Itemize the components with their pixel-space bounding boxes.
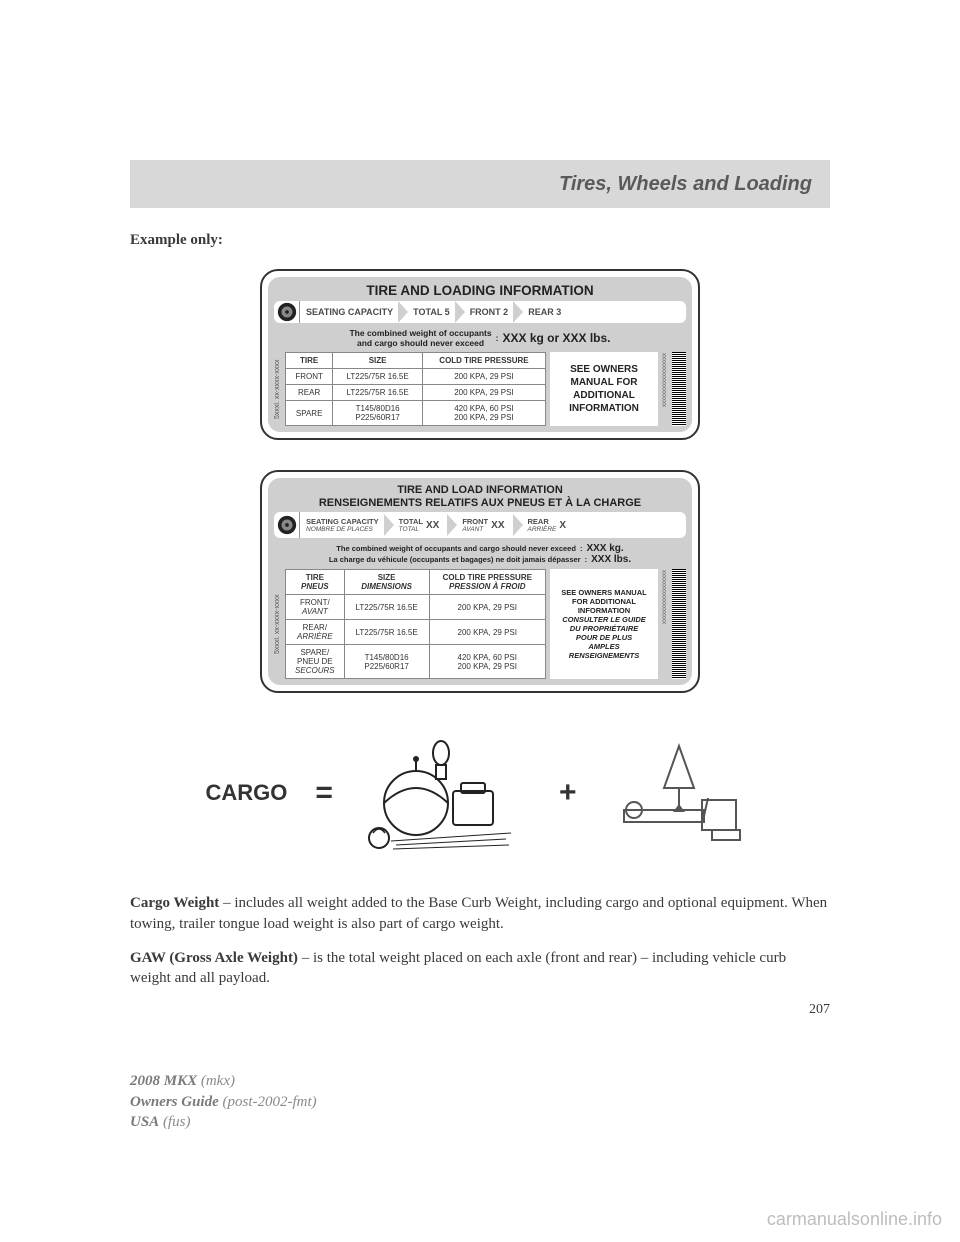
trailer-hitch-icon xyxy=(604,738,754,848)
table-row: SPARE/ PNEU DESECOURST145/80D16 P225/60R… xyxy=(286,645,546,679)
seating-total: TOTALTOTAL XX xyxy=(393,512,449,538)
gaw-paragraph: GAW (Gross Axle Weight) – is the total w… xyxy=(130,948,830,989)
seating-capacity-label: SEATING CAPACITY xyxy=(300,301,399,323)
th-tire: TIREPNEUS xyxy=(286,570,345,595)
seating-front: FRONTAVANT XX xyxy=(456,512,513,538)
gaw-term: GAW (Gross Axle Weight) xyxy=(130,950,298,966)
barcode-icon xyxy=(672,569,686,679)
table-row: REAR/ARRIÈRELT225/75R 16.5E200 KPA, 29 P… xyxy=(286,620,546,645)
cargo-equation: CARGO = + xyxy=(130,733,830,853)
equals-sign: = xyxy=(315,776,333,810)
placard2-seating-row: SEATING CAPACITYNOMBRE DE PLACES TOTALTO… xyxy=(274,512,686,538)
table-row: FRONTLT225/75R 16.5E200 KPA, 29 PSI xyxy=(286,369,546,385)
barcode-icon xyxy=(672,352,686,426)
th-pressure: COLD TIRE PRESSUREPRESSION À FROID xyxy=(429,570,545,595)
cargo-weight-term: Cargo Weight xyxy=(130,895,219,911)
placard1-title: TIRE AND LOADING INFORMATION xyxy=(274,281,686,301)
seating-capacity-label: SEATING CAPACITYNOMBRE DE PLACES xyxy=(300,512,385,538)
seating-total: TOTAL 5 xyxy=(407,301,456,323)
tire-icon xyxy=(274,512,300,538)
table-row: FRONT/AVANTLT225/75R 16.5E200 KPA, 29 PS… xyxy=(286,595,546,620)
barcode-label: xxxxxxxxxxxxxxxxxx xyxy=(662,569,668,625)
placard2-info-box: SEE OWNERS MANUAL FOR ADDITIONAL INFORMA… xyxy=(550,569,658,679)
page-number: 207 xyxy=(130,1002,830,1018)
cargo-weight-paragraph: Cargo Weight – includes all weight added… xyxy=(130,893,830,934)
combined-text-right: XXX kg or XXX lbs. xyxy=(502,331,610,345)
seating-rear: REARARRIÈRE X xyxy=(522,512,576,538)
placard1-tire-table: TIRE SIZE COLD TIRE PRESSURE FRONTLT225/… xyxy=(285,352,546,426)
placard1-combined-weight: The combined weight of occupants and car… xyxy=(274,326,686,352)
th-tire: TIRE xyxy=(286,353,333,369)
combined-sep: : xyxy=(496,333,499,343)
manual-page: Tires, Wheels and Loading Example only: … xyxy=(0,0,960,1018)
combined-text-left: The combined weight of occupants and car… xyxy=(349,328,491,348)
section-title: Tires, Wheels and Loading xyxy=(559,173,812,196)
table-row: REARLT225/75R 16.5E200 KPA, 29 PSI xyxy=(286,385,546,401)
th-size: SIZEDIMENSIONS xyxy=(344,570,429,595)
table-row: SPARET145/80D16 P225/60R17420 KPA, 60 PS… xyxy=(286,401,546,426)
example-only-label: Example only: xyxy=(130,232,830,249)
barcode-label: xxxxxxxxxxxxxxxxxx xyxy=(662,352,668,408)
th-pressure: COLD TIRE PRESSURE xyxy=(422,353,545,369)
placard1-left-code: 5xxxl. xx-xxxx-xxxx xyxy=(274,352,281,426)
placard2-combined-weight: The combined weight of occupants and car… xyxy=(274,541,686,569)
placard2-left-code: 5xxxl. xx-xxxx-xxxx xyxy=(274,569,281,679)
placard2-tire-table: TIREPNEUS SIZEDIMENSIONS COLD TIRE PRESS… xyxy=(285,569,546,679)
seating-front: FRONT 2 xyxy=(464,301,515,323)
placard1-seating-row: SEATING CAPACITY TOTAL 5 FRONT 2 REAR 3 xyxy=(274,301,686,323)
tire-placard-bilingual: TIRE AND LOAD INFORMATION RENSEIGNEMENTS… xyxy=(260,470,700,693)
watermark: carmanualsonline.info xyxy=(767,1209,942,1230)
th-size: SIZE xyxy=(333,353,423,369)
cargo-label: CARGO xyxy=(206,780,288,806)
seating-rear: REAR 3 xyxy=(522,301,567,323)
section-header-bar: Tires, Wheels and Loading xyxy=(130,160,830,208)
plus-sign: + xyxy=(559,776,577,810)
placard2-title: TIRE AND LOAD INFORMATION RENSEIGNEMENTS… xyxy=(274,482,686,512)
tire-icon xyxy=(274,301,300,323)
camping-gear-icon xyxy=(361,733,531,853)
footer-metadata: 2008 MKX (mkx) Owners Guide (post-2002-f… xyxy=(130,1071,317,1132)
tire-placard-en: TIRE AND LOADING INFORMATION SEATING CAP… xyxy=(260,269,700,440)
placard1-info-box: SEE OWNERS MANUAL FOR ADDITIONAL INFORMA… xyxy=(550,352,658,426)
